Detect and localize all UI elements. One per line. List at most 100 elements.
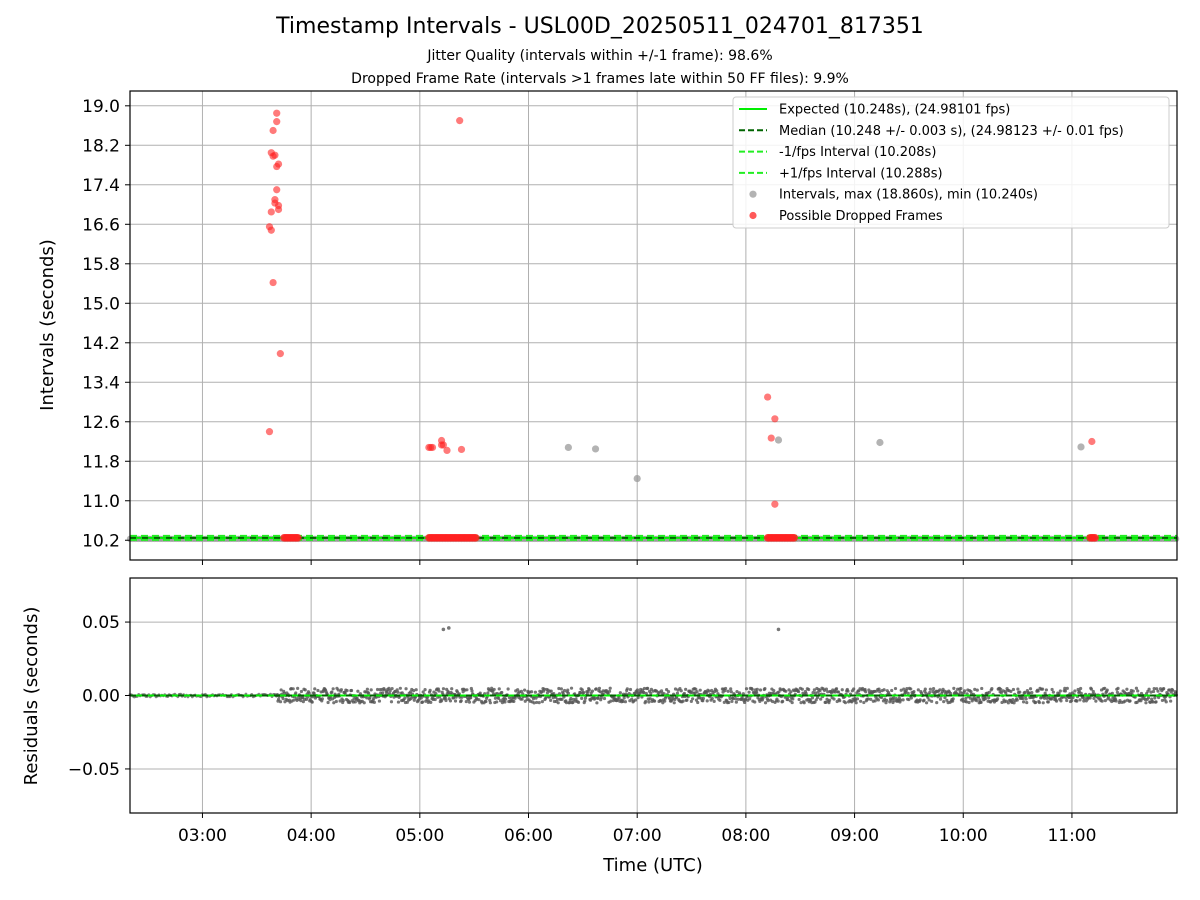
- residual-point: [523, 688, 527, 692]
- residual-point: [1091, 689, 1095, 694]
- residual-point: [369, 688, 373, 692]
- residual-point: [786, 697, 790, 702]
- residual-point: [1042, 696, 1047, 700]
- residual-point: [448, 699, 453, 703]
- residual-point: [990, 687, 994, 691]
- residual-point: [812, 688, 816, 692]
- residual-point: [898, 698, 903, 702]
- residual-point: [735, 689, 739, 694]
- residual-point: [560, 697, 564, 701]
- residual-point: [334, 699, 338, 704]
- residual-point: [398, 686, 402, 690]
- residual-point: [826, 690, 830, 694]
- residual-point: [869, 697, 873, 701]
- interval-point: [564, 443, 572, 452]
- y-tick-label: 19.0: [82, 97, 120, 117]
- residual-point: [549, 698, 553, 702]
- residual-point: [1153, 696, 1157, 700]
- residual-point: [987, 696, 991, 700]
- residual-point: [338, 699, 342, 703]
- residual-point: [294, 691, 298, 695]
- residual-point: [779, 688, 783, 692]
- residual-point: [673, 687, 678, 691]
- residual-point: [1152, 686, 1156, 691]
- legend-label: Expected (10.248s), (24.98101 fps): [779, 103, 1010, 118]
- residual-point: [802, 701, 806, 705]
- residual-point: [1000, 700, 1004, 705]
- residual-point: [581, 690, 586, 695]
- residual-point: [1065, 698, 1069, 703]
- y-tick-label: 15.8: [82, 255, 120, 275]
- residual-point: [811, 691, 815, 695]
- residual-point: [277, 697, 281, 701]
- dropped-frame-point: [443, 446, 451, 455]
- y-tick-label: 13.4: [82, 373, 120, 393]
- residual-point: [1065, 686, 1069, 690]
- residual-point: [747, 690, 751, 694]
- legend-label: Median (10.248 +/- 0.003 s), (24.98123 +…: [779, 124, 1124, 139]
- residual-point: [328, 698, 332, 702]
- x-axis-label: Time (UTC): [602, 855, 703, 876]
- residual-point: [1004, 691, 1008, 695]
- residual-point: [1021, 696, 1025, 701]
- y-tick-label: 16.6: [82, 215, 120, 235]
- residual-point: [691, 697, 695, 701]
- residuals-data: [128, 626, 1178, 705]
- dropped-frame-point: [276, 350, 284, 358]
- dropped-frame-point: [271, 151, 279, 159]
- residual-point: [648, 697, 652, 701]
- residual-point: [804, 691, 808, 696]
- residual-point: [734, 697, 738, 701]
- residual-point: [569, 686, 574, 690]
- residual-point: [587, 688, 591, 692]
- residual-point: [781, 699, 785, 703]
- residual-point: [1077, 689, 1081, 693]
- residual-point: [339, 688, 343, 692]
- residual-point: [975, 698, 979, 703]
- residual-point: [628, 687, 633, 692]
- y-tick-label: 10.2: [82, 531, 120, 551]
- y-tick-label: −0.05: [68, 760, 120, 780]
- residual-point: [892, 696, 896, 700]
- dropped-frame-point: [269, 126, 277, 135]
- residual-point: [555, 697, 560, 701]
- dropped-frame-point: [274, 160, 283, 168]
- residual-point: [980, 686, 984, 691]
- residual-point: [927, 698, 931, 702]
- residual-point: [542, 687, 546, 691]
- residual-point: [388, 689, 392, 693]
- residual-point: [1131, 689, 1135, 693]
- residual-point: [310, 700, 314, 704]
- residual-point: [633, 698, 638, 702]
- residual-point: [928, 687, 932, 691]
- residual-point: [635, 688, 640, 692]
- residual-point: [734, 700, 738, 704]
- dropped-frame-point: [767, 434, 775, 442]
- residual-point: [814, 691, 818, 695]
- residual-point: [583, 699, 587, 703]
- residual-point: [594, 687, 598, 691]
- dropped-frame-point: [1088, 437, 1096, 446]
- residual-point: [672, 701, 676, 705]
- residual-point: [580, 696, 584, 700]
- residuals-y-axis-label: Residuals (seconds): [21, 607, 42, 786]
- residual-point: [368, 695, 372, 700]
- residual-point: [495, 691, 499, 696]
- residual-point: [1011, 697, 1015, 702]
- residual-point: [507, 696, 512, 700]
- residual-point: [838, 699, 842, 703]
- residual-outlier-point: [447, 626, 451, 630]
- residual-point: [918, 698, 922, 702]
- residual-point: [810, 696, 815, 700]
- residual-point: [549, 689, 553, 693]
- residual-point: [854, 701, 858, 705]
- residual-point: [304, 697, 309, 701]
- residual-point: [763, 687, 767, 691]
- residual-point: [873, 699, 877, 703]
- residual-point: [755, 690, 759, 694]
- residual-point: [675, 691, 680, 695]
- residual-point: [685, 698, 689, 702]
- residual-point: [846, 689, 850, 693]
- residual-point: [704, 691, 709, 695]
- residual-point: [712, 699, 716, 703]
